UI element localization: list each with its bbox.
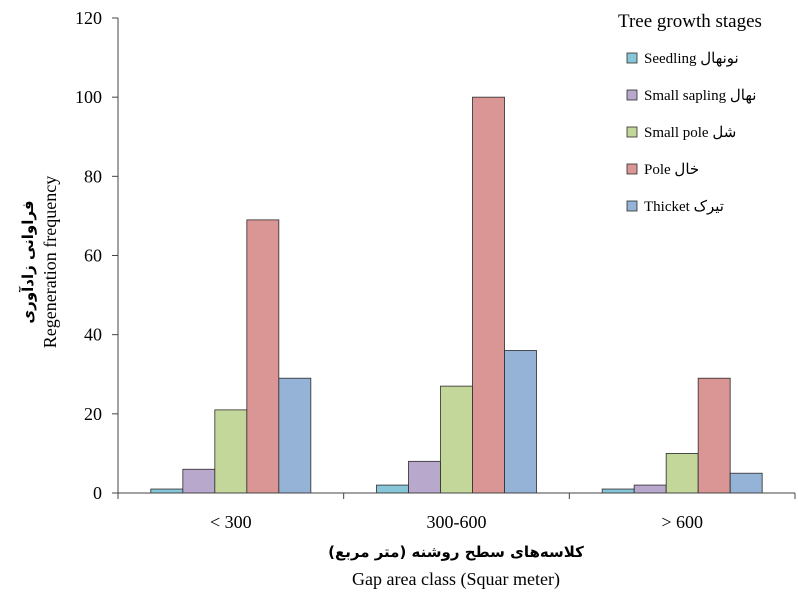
bar [376,484,409,494]
legend-swatch [626,200,638,212]
y-tick-label: 40 [84,325,102,345]
y-tick-label: 120 [75,8,102,28]
bar [214,409,248,494]
bar [504,350,537,494]
x-ticks: < 300 300-600 > 600 [117,493,796,532]
x-tick-label: < 300 [210,512,252,532]
bar [601,488,635,494]
legend-label: Thicket تیرک [644,199,724,215]
y-axis-title-fa: فراوانی زادآوری [19,200,37,323]
bar [472,96,505,494]
legend-title: Tree growth stages [618,11,762,32]
x-tick-label: > 600 [661,512,703,532]
bar [665,453,699,494]
legend-label: Small pole شل [644,125,736,141]
legend-label: Pole خال [644,162,699,178]
legend: Tree growth stages Seedling نونهال Small … [618,11,762,215]
bar [246,219,280,494]
bar [408,460,441,494]
x-axis-title: Gap area class (Squar meter) [352,569,560,590]
bar [697,377,731,494]
legend-swatch [626,126,638,138]
x-tick-label: 300-600 [427,512,487,532]
legend-swatch [626,163,638,175]
bar [150,488,184,494]
y-tick-label: 60 [84,246,102,266]
bar [729,472,763,494]
y-ticks: 0 20 40 60 80 100 120 [75,8,118,503]
bar [633,484,667,494]
legend-swatch [626,52,638,64]
bars-layer [150,96,763,494]
legend-swatch [626,89,638,101]
bar [278,377,312,494]
legend-label: Small sapling نهال [644,88,756,104]
y-tick-label: 80 [84,166,102,186]
x-axis-title-fa: کلاسه‌های سطح روشنه (متر مربع) [328,543,584,561]
y-axis-title: Regeneration frequency [40,176,60,348]
y-tick-label: 100 [75,87,102,107]
bar [440,385,473,494]
y-tick-label: 20 [84,404,102,424]
legend-label: Seedling نونهال [644,51,739,67]
bar [182,468,216,494]
y-tick-label: 0 [93,483,102,503]
